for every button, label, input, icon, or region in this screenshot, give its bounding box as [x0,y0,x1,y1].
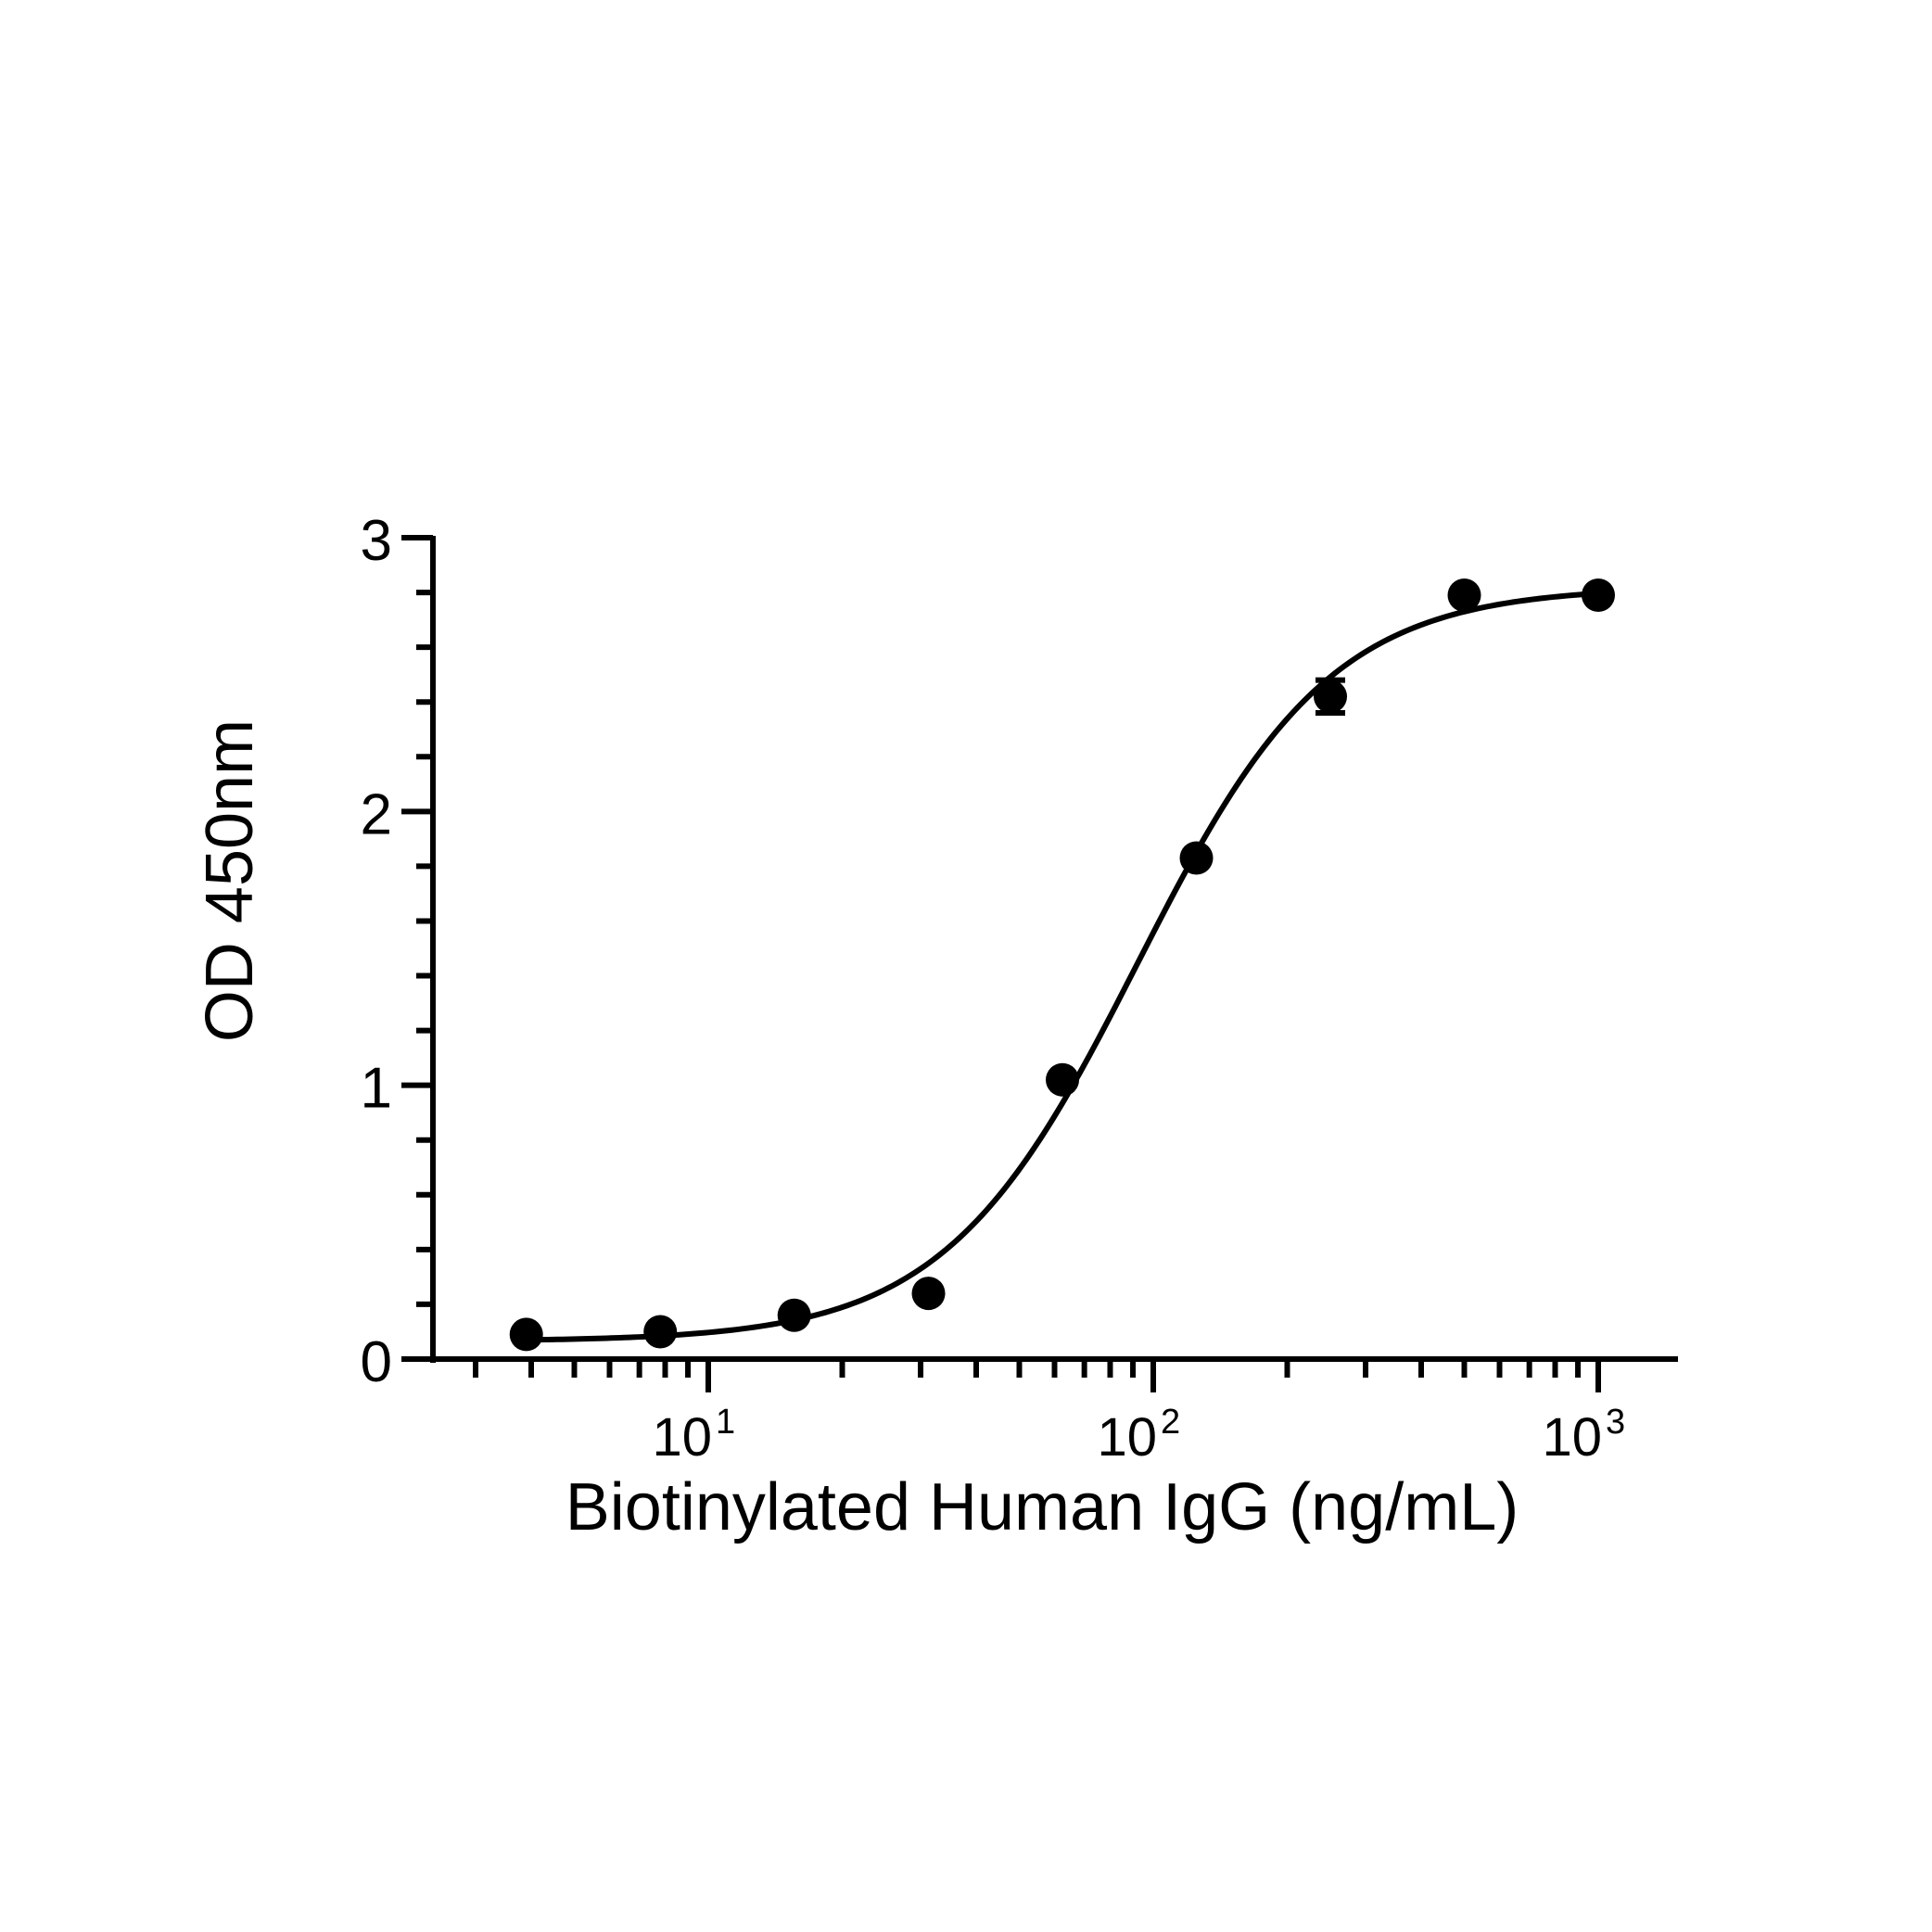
x-axis-label: Biotinylated Human IgG (ng/mL) [566,1470,1519,1544]
y-tick-label: 2 [361,782,392,846]
data-point [1447,578,1481,613]
x-tick-label: 10 [1097,1407,1157,1468]
y-tick-label: 1 [361,1057,392,1121]
data-point [1582,578,1615,613]
x-tick-exponent: 1 [716,1403,735,1442]
y-tick-label: 0 [361,1330,392,1394]
y-tick-label: 3 [361,509,392,573]
data-point [1314,680,1348,714]
data-point [777,1298,811,1332]
data-point [509,1317,543,1352]
x-tick-label: 10 [652,1407,712,1468]
y-axis-label: OD 450nm [193,719,267,1042]
data-point [911,1277,946,1311]
data-point [643,1315,678,1349]
x-tick-exponent: 2 [1161,1403,1180,1442]
data-points [509,578,1615,1352]
fit-curve-group [526,590,1599,1343]
y-axis: 0 1 2 3 [361,509,436,1394]
fit-curve [526,590,1599,1343]
x-axis: 10 1 10 2 10 3 [430,1356,1678,1468]
x-tick-label: 10 [1542,1407,1602,1468]
data-point [1179,841,1214,875]
data-point [1046,1062,1080,1097]
x-tick-exponent: 3 [1606,1403,1625,1442]
